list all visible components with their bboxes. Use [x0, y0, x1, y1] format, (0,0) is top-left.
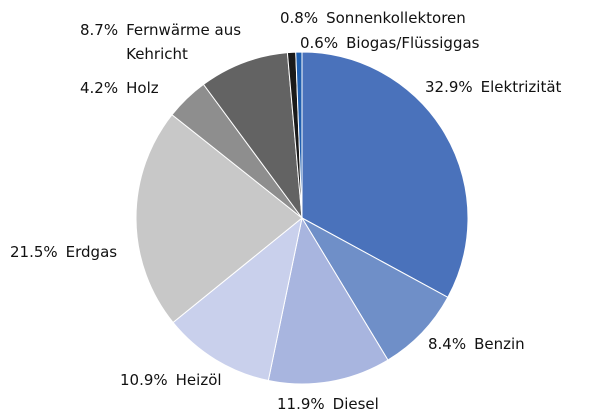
- slice-label: 10.9% Heizöl: [120, 368, 222, 392]
- slice-label: 0.8% Sonnenkollektoren: [280, 6, 466, 30]
- value-label: 32.9%: [425, 78, 473, 96]
- value-label: 8.7%: [80, 21, 119, 39]
- slice-label: 21.5% Erdgas: [10, 240, 117, 264]
- category-label: Diesel: [332, 395, 379, 410]
- pie-slice: [202, 52, 303, 220]
- slice-label: 11.9% Diesel: [277, 392, 379, 410]
- slice-label: 8.4% Benzin: [428, 332, 525, 356]
- slice-label: 32.9% Elektrizität: [425, 75, 561, 99]
- slice-label: 4.2% Holz: [80, 76, 159, 100]
- pie-slice: [267, 216, 389, 385]
- value-label: 0.6%: [300, 34, 339, 52]
- category-label: Erdgas: [65, 243, 118, 261]
- category-label: Holz: [126, 79, 159, 97]
- pie-slice: [300, 216, 449, 361]
- value-label: 21.5%: [10, 243, 58, 261]
- pie-slice: [295, 51, 303, 219]
- slice-label: 8.7% Fernwärme aus Kehricht: [80, 18, 266, 66]
- slice-label: 0.6% Biogas/Flüssiggas: [300, 31, 479, 55]
- pie-slice: [172, 216, 303, 382]
- category-label: Elektrizität: [480, 78, 562, 96]
- category-label: Biogas/Flüssiggas: [346, 34, 480, 52]
- category-label: Fernwärme aus Kehricht: [126, 21, 242, 63]
- value-label: 11.9%: [277, 395, 325, 410]
- value-label: 0.8%: [280, 9, 319, 27]
- value-label: 4.2%: [80, 79, 119, 97]
- pie-slice: [301, 51, 469, 299]
- category-label: Sonnenkollektoren: [326, 9, 466, 27]
- value-label: 8.4%: [428, 335, 467, 353]
- pie-slice: [135, 114, 303, 324]
- category-label: Benzin: [474, 335, 525, 353]
- value-label: 10.9%: [120, 371, 168, 389]
- category-label: Heizöl: [175, 371, 222, 389]
